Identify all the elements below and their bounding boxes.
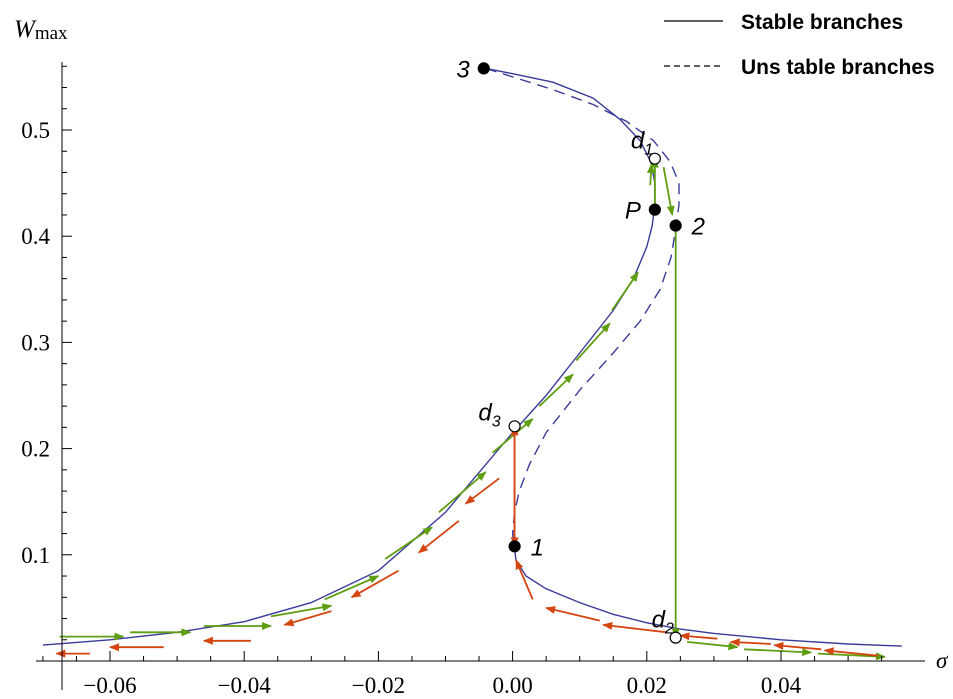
red-arrow-7 [464,477,500,505]
red-arrow-5 [545,606,601,622]
point-label-2: 2 [691,214,705,241]
point-label-d2: d2 [652,607,674,638]
red-arrow-10 [283,610,332,627]
x-ticks-layer: −0.06 −0.04 −0.02 0.00 0.02 0.04 [42,651,883,698]
point-label-d3: d3 [478,399,500,430]
y-tick-label: 0.5 [21,118,50,143]
green-arrow-10 [611,271,639,312]
point-marker-d2 [669,631,682,644]
red-arrow-0 [823,647,879,657]
y-axis-label-sub: max [35,23,68,44]
legend-stable-label: Stable branches [741,11,903,34]
arrows-layer [55,157,886,661]
legend-unstable-label: Uns table branches [741,56,935,79]
point-marker-P [648,203,661,216]
curves-layer [42,67,902,647]
point-label-d1: d1 [631,128,653,159]
x-tick-label: 0.04 [761,673,802,698]
point-label-sub: 3 [492,413,501,430]
green-arrow-12 [662,167,675,216]
green-arrow-3 [270,603,333,618]
red-arrow-2 [729,638,771,647]
green-arrow-14 [744,648,813,657]
point-marker-3 [477,62,490,75]
red-arrow-1 [773,641,822,651]
x-tick-label: 0.00 [492,673,532,698]
green-arrow-11 [646,163,655,186]
red-arrow-6 [515,559,534,600]
red-arrow-4 [602,621,668,634]
y-tick-label: 0.1 [21,543,50,568]
x-tick-label: −0.04 [218,673,272,698]
y-tick-label: 0.3 [21,330,50,355]
point-label-sub: 2 [664,621,674,638]
point-label-main: 2 [691,214,705,241]
red-arrow-9 [350,569,399,599]
red-arrow-8 [417,520,460,554]
point-label-1: 1 [531,534,544,561]
green-arrow-8 [538,373,574,407]
red-arrow-3 [679,632,718,641]
point-marker-2 [669,219,682,232]
y-tick-label: 0.4 [21,224,50,249]
green-arrow-4 [324,575,380,601]
green-arrow-7 [491,418,534,454]
point-label-main: 3 [456,56,470,83]
y-ticks-layer: 0.1 0.2 0.3 0.4 0.5 [21,65,72,641]
green-arrow-9 [575,322,611,362]
series-dashed-1 [485,67,680,534]
series-solid-2 [511,533,902,647]
point-marker-1 [508,540,521,553]
x-tick-label: 0.02 [627,673,667,698]
green-arrow-13 [687,641,739,651]
point-label-main: 1 [531,534,544,561]
x-tick-label: −0.06 [83,673,136,698]
point-label-main: P [625,198,641,225]
x-axis-label: σ [936,648,949,673]
point-label-main: d [652,607,666,634]
green-arrow-6 [438,471,487,513]
point-label-main: d [631,128,645,155]
point-label-sub: 1 [644,142,653,159]
point-label-P: P [625,198,641,225]
x-tick-label: −0.02 [352,673,405,698]
point-label-3: 3 [456,56,470,83]
point-marker-d1 [648,152,661,165]
point-label-main: d [478,399,492,426]
green-arrow-5 [384,526,433,560]
point-marker-d3 [508,420,521,433]
y-axis-label-main: W [14,16,37,43]
y-axis-label: Wmax [14,16,68,44]
series-solid-0 [42,67,656,646]
legend: Stable branches Uns table branches [664,11,935,79]
y-tick-label: 0.2 [21,437,50,462]
